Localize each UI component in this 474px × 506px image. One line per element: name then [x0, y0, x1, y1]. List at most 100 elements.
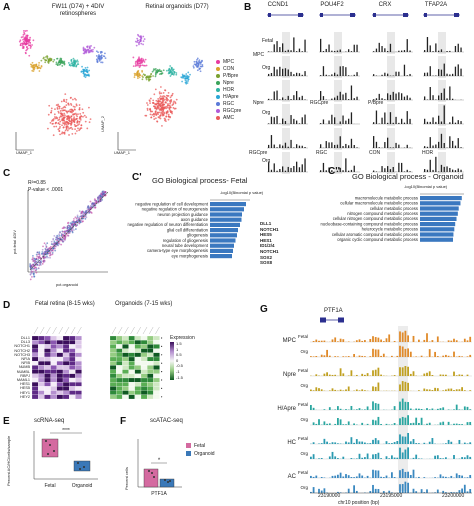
column-tick	[111, 326, 117, 335]
scatter-point	[85, 210, 88, 213]
scatter-point	[62, 230, 65, 233]
gene-model-exon	[350, 13, 355, 17]
umap-point	[166, 106, 169, 109]
g-tick-label: 23200000	[442, 493, 465, 499]
heat-cell	[116, 352, 123, 358]
sig-dot	[161, 387, 163, 389]
g-track-peak	[431, 438, 434, 444]
g-track-peak	[469, 489, 472, 493]
g-track-peak	[374, 470, 377, 478]
umap-point	[169, 70, 172, 73]
umap-point	[24, 30, 27, 32]
umap-point	[142, 76, 144, 79]
umap-point	[68, 134, 70, 136]
track-peak	[325, 141, 327, 148]
heat-cell	[147, 356, 154, 362]
track-peak	[387, 93, 389, 100]
umap-point	[175, 98, 178, 101]
heat-cell	[147, 394, 154, 400]
track-peak	[429, 121, 431, 124]
umap-point	[163, 119, 166, 122]
b-inner-label-con: CON	[369, 150, 381, 156]
gene-header-pou4f2: POU4F2	[320, 2, 344, 8]
panel-c2-label: C''	[328, 166, 340, 177]
umap-point	[63, 123, 66, 126]
umap-point	[160, 113, 162, 115]
g-track-peak	[466, 422, 469, 425]
g-track-peak	[361, 355, 364, 357]
g-track-peak	[396, 457, 399, 459]
heat-cell	[140, 377, 148, 383]
track-peak	[426, 121, 429, 124]
track-peak	[334, 144, 336, 148]
d-legend-gradient	[170, 342, 174, 380]
scatter-point	[40, 252, 43, 255]
umap-point	[135, 63, 137, 66]
heat-cell	[69, 361, 76, 366]
track-peak	[460, 169, 462, 172]
g-track-peak	[355, 476, 358, 478]
go-term-label: negative regulation of neurogenesis	[142, 207, 208, 212]
umap-point	[78, 108, 81, 111]
heat-cell	[50, 361, 57, 366]
scatter-point	[98, 197, 101, 200]
umap-point	[165, 115, 168, 118]
umap-point	[170, 100, 173, 103]
scatter-point	[72, 222, 74, 225]
heat-cell	[44, 382, 51, 387]
umap-point	[167, 118, 170, 121]
heat-cell	[62, 340, 70, 345]
scatter-point	[43, 242, 46, 245]
umap-point	[152, 99, 155, 102]
g-track-peak	[466, 374, 469, 376]
g-track-peak	[453, 492, 455, 493]
umap-point	[58, 116, 61, 119]
g-track-peak	[372, 370, 374, 376]
g-track-peak	[453, 409, 455, 410]
track-peak	[403, 171, 406, 172]
umap-point	[98, 59, 101, 62]
d-gene-label: NOTCH1	[14, 344, 30, 349]
track-peak	[320, 75, 322, 76]
scatter-point	[42, 245, 44, 248]
track-peak	[350, 112, 353, 124]
track-peak	[446, 98, 448, 100]
heat-cell	[122, 348, 129, 353]
track-peak	[290, 167, 292, 172]
panel-f-label: F	[120, 416, 127, 427]
track-peak	[331, 74, 333, 76]
g-track-peak	[401, 468, 404, 478]
heat-cell	[75, 365, 82, 370]
g-track-peak	[434, 492, 436, 493]
track-peak	[293, 147, 295, 148]
g-track-peak	[366, 453, 369, 459]
gene-model-exon	[268, 13, 271, 17]
heat-cell	[116, 377, 123, 383]
heat-cell	[31, 394, 39, 400]
g-track-peak	[347, 442, 350, 444]
heat-cell	[38, 369, 45, 374]
track-peak	[298, 73, 301, 76]
heat-cell	[109, 394, 117, 400]
g-track-peak	[436, 408, 439, 410]
heat-cell	[128, 352, 135, 358]
umap-point	[76, 120, 79, 122]
umap-point	[61, 132, 63, 135]
heat-cell	[50, 382, 57, 387]
umap-point	[171, 92, 174, 95]
umap-point	[162, 69, 165, 72]
umap-point	[57, 61, 60, 64]
heat-cell	[153, 386, 160, 391]
f-point	[169, 480, 171, 482]
g-track-peak	[372, 454, 374, 459]
g-track-peak	[407, 415, 409, 425]
highlight-band	[334, 80, 342, 102]
go-bar	[420, 196, 462, 201]
g-track-peak	[353, 477, 355, 478]
g-track-peak	[372, 336, 374, 342]
scatter-point	[34, 269, 37, 272]
g-track-peak	[399, 418, 401, 425]
g-track-peak	[455, 423, 458, 425]
g-track-peak	[345, 424, 347, 425]
highlight-band	[334, 56, 342, 78]
